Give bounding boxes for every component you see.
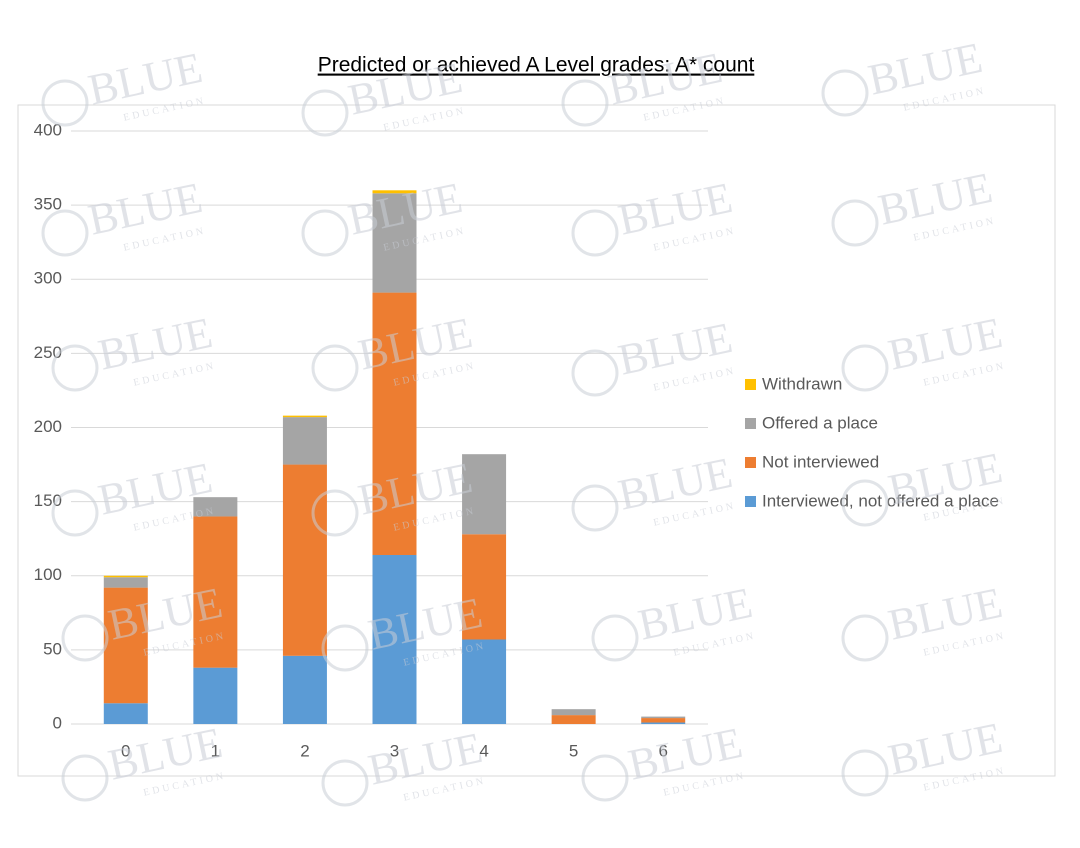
watermark-badge xyxy=(61,754,109,802)
x-tick-label: 2 xyxy=(300,741,309,760)
bar-segment xyxy=(103,587,148,704)
bar-segment xyxy=(282,415,327,418)
bar-segment xyxy=(103,703,148,724)
watermark-badge xyxy=(301,209,349,257)
watermark-badge xyxy=(571,209,619,257)
bar-segment xyxy=(193,667,238,724)
x-tick-label: 5 xyxy=(569,741,578,760)
watermark-badge xyxy=(831,199,879,247)
bar-segment xyxy=(551,709,596,716)
x-tick-label: 6 xyxy=(658,741,667,760)
watermark-badge xyxy=(61,614,109,662)
watermark-badge xyxy=(841,479,889,527)
watermark-badge xyxy=(571,349,619,397)
bar-segment xyxy=(193,497,238,517)
watermark-badge xyxy=(41,209,89,257)
bar-segment xyxy=(372,193,417,293)
watermark-badge xyxy=(561,79,609,127)
bar-segment xyxy=(193,516,238,668)
watermark-badge xyxy=(841,344,889,392)
y-tick-label: 350 xyxy=(34,195,62,214)
bar-segment xyxy=(641,722,686,724)
watermark-badge xyxy=(571,484,619,532)
watermark-badge xyxy=(51,344,99,392)
bar-segment xyxy=(462,534,507,640)
bar-segment xyxy=(372,554,417,724)
watermark-badge xyxy=(321,624,369,672)
legend-label: Withdrawn xyxy=(762,374,842,393)
y-tick-label: 400 xyxy=(34,120,62,139)
watermark-badge xyxy=(321,759,369,807)
y-tick-label: 0 xyxy=(53,713,62,732)
y-tick-label: 100 xyxy=(34,565,62,584)
bar-segment xyxy=(103,575,148,578)
bar-segment xyxy=(372,292,417,555)
legend-swatch xyxy=(745,379,756,390)
bar-segment xyxy=(282,655,327,724)
y-tick-label: 200 xyxy=(34,417,62,436)
watermark-badge xyxy=(41,79,89,127)
bar-segment xyxy=(551,715,596,724)
watermark-badge xyxy=(51,489,99,537)
bar-segment xyxy=(372,190,417,194)
x-tick-label: 4 xyxy=(479,741,488,760)
watermark-badge xyxy=(311,489,359,537)
bar-segment xyxy=(462,454,507,535)
watermark-badge xyxy=(821,69,869,117)
bar-segment xyxy=(282,417,327,465)
legend-label: Interviewed, not offered a place xyxy=(762,491,999,510)
chart-frame xyxy=(17,104,1056,777)
y-tick-label: 300 xyxy=(34,269,62,288)
y-tick-label: 50 xyxy=(43,639,62,658)
legend-swatch xyxy=(745,496,756,507)
legend-swatch xyxy=(745,457,756,468)
bar-segment xyxy=(462,639,507,724)
x-tick-label: 1 xyxy=(211,741,220,760)
watermark-badge xyxy=(841,614,889,662)
x-tick-label: 3 xyxy=(390,741,399,760)
watermark-badge xyxy=(841,749,889,797)
bar-segment xyxy=(282,464,327,656)
bar-segment xyxy=(641,718,686,723)
legend-swatch xyxy=(745,418,756,429)
legend-label: Offered a place xyxy=(762,413,878,432)
watermark-badge xyxy=(581,754,629,802)
watermark-badge xyxy=(591,614,639,662)
bar-segment xyxy=(103,577,148,588)
legend-label: Not interviewed xyxy=(762,452,879,471)
x-tick-label: 0 xyxy=(121,741,130,760)
bar-segment xyxy=(641,716,686,719)
watermark-badge xyxy=(301,89,349,137)
watermark-badge xyxy=(311,344,359,392)
chart-title: Predicted or achieved A Level grades: A*… xyxy=(318,54,755,77)
